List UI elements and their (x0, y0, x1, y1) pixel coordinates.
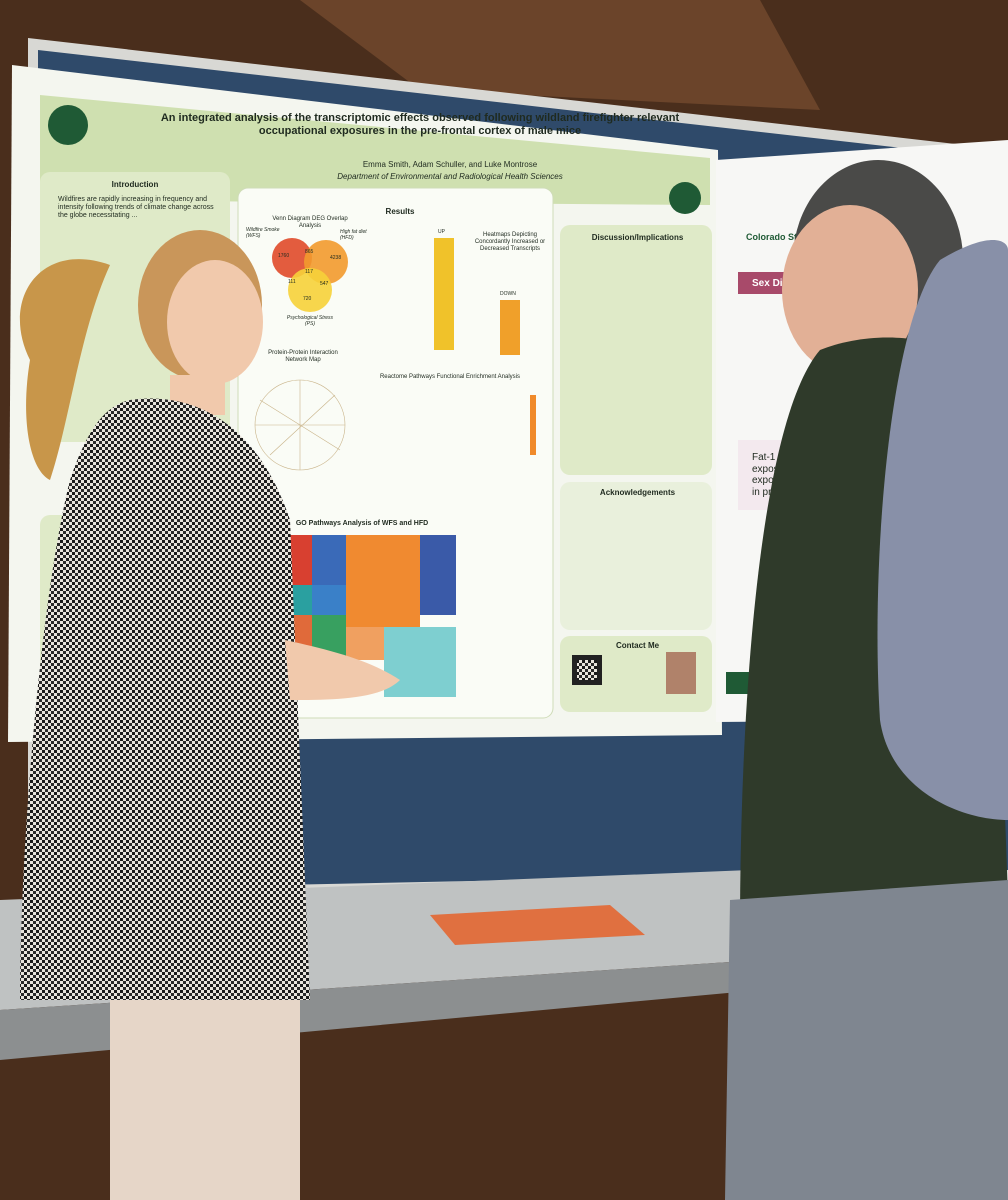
venn-label: High fat diet (HFD) (340, 229, 367, 241)
figure-title: Venn Diagram DEG Overlap Analysis (272, 216, 348, 229)
venn-count: 720 (303, 296, 312, 302)
venn-count: 1760 (278, 253, 290, 259)
venn-count: 865 (305, 249, 314, 255)
venn-count: 547 (320, 281, 329, 287)
venn-count: 117 (305, 269, 313, 275)
discussion-box (560, 225, 712, 475)
ponytail (19, 259, 110, 480)
qr-pattern (577, 660, 597, 680)
heatmap (500, 300, 520, 355)
man-face (782, 205, 918, 375)
hands (285, 640, 400, 700)
section-heading: Contact Me (615, 641, 660, 650)
shoulder (877, 240, 1008, 820)
poster-title: An integrated analysis of the transcript… (160, 112, 680, 137)
man-trousers (725, 880, 1008, 1200)
figure-title: Reactome Pathways Functional Enrichment … (379, 374, 521, 380)
section-heading: Introduction (111, 180, 159, 189)
department: Department of Environmental and Radiolog… (337, 172, 563, 181)
trousers (110, 1000, 300, 1200)
intro-text: Wildfires are rapidly increasing in freq… (58, 196, 214, 220)
reactome-bar (530, 395, 536, 455)
venn-label: Wildfire Smoke (WFS) (246, 227, 280, 239)
face (167, 260, 263, 384)
section-heading: Acknowledgements (599, 488, 676, 497)
venn-label: Psychological Stress (PS) (286, 315, 334, 327)
figure-title: Protein-Protein Interaction Network Map (268, 350, 338, 363)
portrait (666, 652, 696, 694)
network (254, 379, 346, 471)
heatmap (434, 238, 454, 350)
venn-count: 111 (288, 279, 296, 285)
figure-title: GO Pathways Analysis of WFS and HFD (295, 520, 429, 527)
logo (48, 105, 88, 145)
authors: Emma Smith, Adam Schuller, and Luke Mont… (362, 160, 538, 169)
jacket (20, 398, 310, 1000)
venn-circle (272, 238, 312, 278)
section-heading: Results (385, 207, 415, 216)
heatmap-label: UP (438, 229, 445, 235)
flyer (430, 905, 645, 945)
section-heading: Discussion/Implications (591, 233, 684, 242)
logo (669, 182, 701, 214)
ack-box (560, 482, 712, 630)
ceiling-panel (300, 0, 820, 110)
venn-circle (288, 268, 332, 312)
heatmap-label: DOWN (500, 291, 516, 297)
venn-count: 4238 (330, 255, 342, 261)
figure-title: Heatmaps Depicting Concordantly Increase… (474, 232, 546, 252)
side-institution: Colorado State (746, 232, 811, 242)
